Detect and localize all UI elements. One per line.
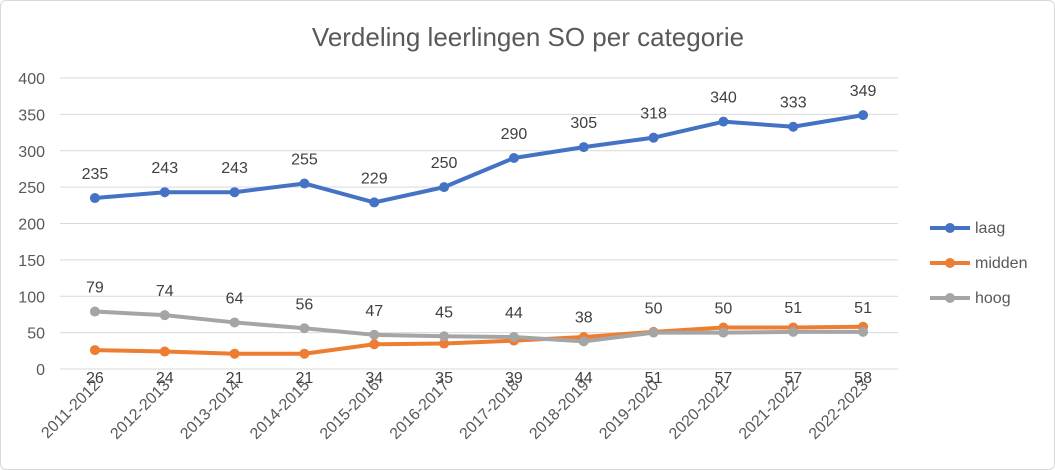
series-line-hoog (92, 309, 866, 344)
data-label-laag: 250 (431, 155, 458, 172)
data-point-laag (578, 142, 589, 153)
data-label-hoog: 74 (156, 283, 174, 300)
data-point-midden (299, 348, 310, 359)
data-label-midden: 39 (505, 370, 523, 387)
y-axis-tick-labels: 0 50 100 150 200 250 300 350 400 (18, 71, 45, 379)
legend-marker-hoog (945, 293, 955, 303)
data-point-hoog (229, 317, 240, 328)
data-point-hoog (439, 331, 450, 342)
data-label-hoog: 44 (505, 305, 523, 322)
data-point-midden (159, 346, 170, 357)
data-label-laag: 235 (82, 166, 109, 183)
data-label-laag: 290 (501, 126, 528, 143)
data-label-midden: 35 (435, 370, 453, 387)
y-tick-label: 100 (18, 289, 45, 306)
grid-lines (60, 77, 898, 370)
data-point-hoog (369, 329, 380, 340)
data-label-hoog: 56 (296, 296, 314, 313)
data-label-midden: 34 (365, 370, 383, 387)
data-point-midden (369, 339, 380, 350)
data-point-laag (159, 187, 170, 198)
y-tick-label: 150 (18, 253, 45, 270)
legend: laag midden hoog (930, 220, 1027, 307)
data-labels: 235 243 243 255 229 250 290 305 318 340 333 349 26 24… (82, 83, 877, 387)
data-label-hoog: 51 (854, 300, 872, 317)
data-point-hoog (578, 336, 589, 347)
y-tick-label: 50 (27, 326, 45, 343)
data-label-midden: 57 (784, 370, 802, 387)
data-point-hoog (89, 306, 100, 317)
data-label-hoog: 51 (784, 300, 802, 317)
data-label-hoog: 45 (435, 304, 453, 321)
y-tick-label: 200 (18, 217, 45, 234)
data-point-laag (299, 178, 310, 189)
data-label-midden: 26 (86, 370, 104, 387)
legend-label-hoog: hoog (975, 290, 1011, 307)
data-label-midden: 57 (715, 370, 733, 387)
legend-marker-midden (945, 258, 955, 268)
data-point-laag (369, 197, 380, 208)
data-label-hoog: 79 (86, 280, 104, 297)
data-point-laag (858, 110, 869, 121)
data-label-hoog: 50 (715, 301, 733, 318)
data-label-midden: 51 (645, 370, 663, 387)
data-label-laag: 243 (151, 160, 178, 177)
chart-title: Verdeling leerlingen SO per categorie (312, 22, 744, 52)
data-point-laag (648, 132, 659, 143)
data-label-laag: 229 (361, 170, 388, 187)
data-point-midden (439, 338, 450, 349)
y-tick-label: 300 (18, 144, 45, 161)
legend-label-midden: midden (975, 255, 1027, 272)
data-label-midden: 58 (854, 370, 872, 387)
data-label-hoog: 38 (575, 309, 593, 326)
data-label-midden: 44 (575, 370, 593, 387)
data-point-midden (89, 345, 100, 356)
series-lines (89, 110, 869, 359)
data-point-hoog (508, 331, 519, 342)
data-point-hoog (718, 327, 729, 338)
legend-marker-laag (945, 223, 955, 233)
series-line-laag (92, 113, 866, 205)
data-point-laag (229, 187, 240, 198)
data-point-laag (439, 182, 450, 193)
y-tick-label: 0 (36, 362, 45, 379)
data-label-laag: 349 (850, 83, 877, 100)
data-label-midden: 24 (156, 370, 174, 387)
legend-label-laag: laag (975, 220, 1005, 237)
data-label-laag: 340 (710, 90, 737, 107)
data-point-hoog (299, 323, 310, 334)
data-label-midden: 21 (296, 370, 314, 387)
data-label-laag: 333 (780, 95, 807, 112)
y-tick-label: 400 (18, 71, 45, 88)
y-tick-label: 350 (18, 107, 45, 124)
data-label-laag: 255 (291, 151, 318, 168)
data-label-hoog: 64 (226, 290, 244, 307)
data-label-laag: 305 (570, 115, 597, 132)
data-point-laag (718, 116, 729, 127)
data-label-laag: 318 (640, 106, 667, 123)
series-line-midden (92, 324, 866, 356)
data-point-laag (508, 153, 519, 164)
data-label-hoog: 47 (365, 303, 383, 320)
data-point-laag (89, 193, 100, 204)
data-point-midden (229, 348, 240, 359)
data-point-hoog (788, 326, 799, 337)
y-tick-label: 250 (18, 180, 45, 197)
data-label-midden: 21 (226, 370, 244, 387)
data-label-laag: 243 (221, 160, 248, 177)
data-point-hoog (648, 327, 659, 338)
data-point-hoog (858, 326, 869, 337)
data-point-laag (788, 121, 799, 132)
data-label-hoog: 50 (645, 301, 663, 318)
data-point-hoog (159, 310, 170, 321)
